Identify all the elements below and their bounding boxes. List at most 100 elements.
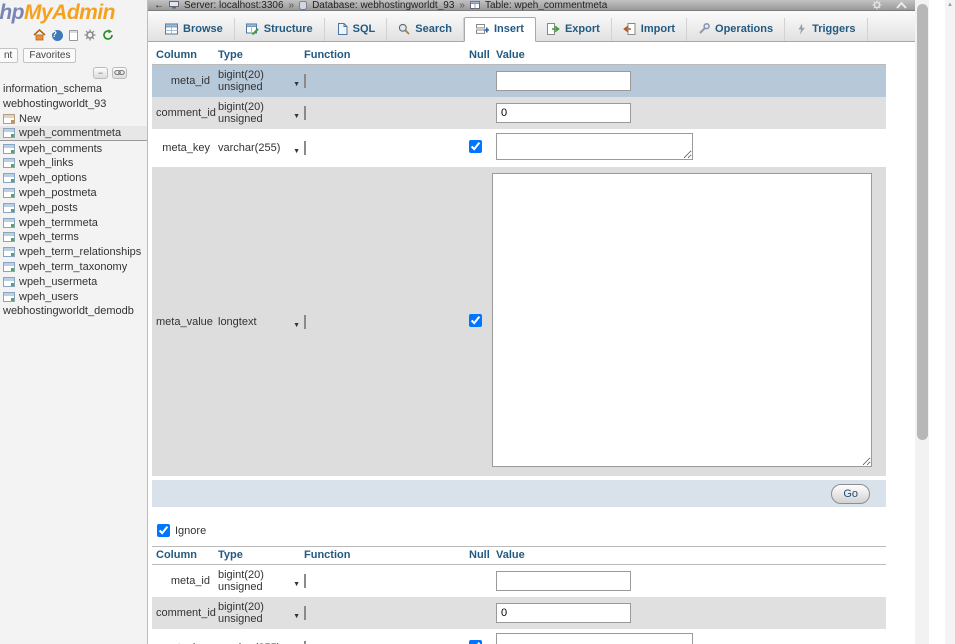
column-type: varchar(255) bbox=[214, 629, 300, 644]
table-icon bbox=[3, 261, 15, 272]
sidebar-item-wpeh-commentmeta[interactable]: wpeh_commentmeta bbox=[0, 126, 147, 142]
tab-operations[interactable]: Operations bbox=[687, 18, 786, 41]
page-settings-gear-icon[interactable] bbox=[872, 0, 882, 10]
null-header: Null bbox=[465, 47, 492, 65]
home-icon[interactable] bbox=[33, 29, 46, 41]
table-icon bbox=[3, 276, 15, 287]
value-textarea-meta-value[interactable] bbox=[492, 173, 872, 467]
settings-icon[interactable] bbox=[84, 29, 96, 41]
sidebar-item-webhostingworldt-demodb[interactable]: webhostingworldt_demodb bbox=[3, 305, 134, 318]
column-name: comment_id bbox=[156, 107, 216, 119]
favorites-tab[interactable]: Favorites bbox=[23, 48, 77, 63]
function-select[interactable]: ▼ bbox=[293, 314, 306, 329]
help-icon[interactable]: ? bbox=[52, 29, 63, 41]
value-input-comment-id[interactable] bbox=[496, 103, 631, 123]
breadcrumb-database[interactable]: Database: webhostingworldt_93 bbox=[312, 0, 455, 11]
sidebar-item-wpeh-term-taxonomy[interactable]: wpeh_term_taxonomy bbox=[0, 260, 147, 275]
recent-tab[interactable]: nt bbox=[0, 48, 19, 63]
insert-table-2: Column Type Function Null Value meta_id … bbox=[152, 546, 886, 644]
column-type: bigint(20) unsigned bbox=[218, 101, 264, 125]
sidebar-item-wpeh-posts[interactable]: wpeh_posts bbox=[0, 200, 147, 215]
sidebar-item-wpeh-postmeta[interactable]: wpeh_postmeta bbox=[0, 186, 147, 201]
import-icon bbox=[622, 23, 636, 35]
value-input-meta-id[interactable] bbox=[496, 571, 631, 591]
value-input-meta-id[interactable] bbox=[496, 71, 631, 91]
row-comment-id: comment_id bigint(20) unsigned ▼ bbox=[152, 597, 886, 629]
null-checkbox[interactable] bbox=[469, 640, 482, 644]
column-type: bigint(20) unsigned bbox=[218, 569, 264, 593]
collapse-panel-icon[interactable] bbox=[896, 1, 907, 9]
collapse-all-icon[interactable]: − bbox=[93, 67, 108, 79]
sidebar-item-wpeh-usermeta[interactable]: wpeh_usermeta bbox=[0, 274, 147, 289]
tab-triggers[interactable]: Triggers bbox=[785, 18, 868, 41]
table-icon bbox=[3, 173, 15, 184]
table-icon bbox=[3, 143, 15, 154]
navigation-sidebar: phpMyAdmin ? nt Favorites − information_… bbox=[0, 0, 148, 644]
content-scrollbar-thumb[interactable] bbox=[916, 4, 928, 440]
main-panel: ← Server: localhost:3306 » Database: web… bbox=[148, 0, 929, 644]
tab-import[interactable]: Import bbox=[612, 18, 688, 41]
breadcrumb: ← Server: localhost:3306 » Database: web… bbox=[148, 0, 915, 11]
column-type: varchar(255) bbox=[218, 142, 281, 154]
function-select[interactable]: ▼ bbox=[293, 574, 306, 588]
insert-icon bbox=[475, 24, 489, 34]
sidebar-item-webhostingworldt-93[interactable]: webhostingworldt_93 bbox=[3, 98, 107, 111]
row-meta-id: meta_id bigint(20) unsigned ▼ bbox=[152, 564, 886, 597]
chevron-down-icon: ▼ bbox=[293, 113, 300, 120]
null-checkbox[interactable] bbox=[469, 140, 482, 153]
tab-browse[interactable]: Browse bbox=[154, 18, 235, 41]
sidebar-item-wpeh-comments[interactable]: wpeh_comments bbox=[0, 141, 147, 156]
tab-export[interactable]: Export bbox=[536, 18, 612, 41]
content-scrollbar[interactable] bbox=[915, 0, 929, 644]
value-input-comment-id[interactable] bbox=[496, 603, 631, 623]
ignore-checkbox[interactable] bbox=[157, 524, 170, 537]
column-type: bigint(20) unsigned bbox=[218, 601, 264, 625]
structure-icon bbox=[245, 23, 259, 35]
window-scrollbar[interactable]: ▲ bbox=[945, 0, 955, 644]
scroll-up-arrow-icon[interactable]: ▲ bbox=[947, 2, 953, 8]
type-header: Type bbox=[214, 546, 300, 565]
tab-search[interactable]: Search bbox=[387, 18, 464, 41]
tab-sql[interactable]: SQL bbox=[325, 18, 388, 41]
sidebar-item-wpeh-termmeta[interactable]: wpeh_termmeta bbox=[0, 215, 147, 230]
column-name: meta_value bbox=[156, 315, 213, 328]
row-meta-key: meta_key varchar(255) ▼ bbox=[152, 129, 886, 167]
sidebar-item-wpeh-term-relationships[interactable]: wpeh_term_relationships bbox=[0, 245, 147, 260]
function-select[interactable]: ▼ bbox=[293, 74, 306, 88]
function-select[interactable]: ▼ bbox=[293, 106, 306, 120]
function-header: Function bbox=[300, 546, 465, 565]
go-button[interactable]: Go bbox=[831, 483, 870, 504]
column-header: Column bbox=[152, 546, 214, 565]
function-select[interactable]: ▼ bbox=[293, 606, 306, 620]
search-icon bbox=[399, 23, 410, 35]
value-textarea-meta-key[interactable] bbox=[496, 133, 693, 160]
sidebar-item-wpeh-links[interactable]: wpeh_links bbox=[0, 156, 147, 171]
function-select[interactable]: ▼ bbox=[293, 141, 306, 155]
phpmyadmin-logo[interactable]: phpMyAdmin bbox=[0, 1, 115, 24]
row-meta-key: meta_key varchar(255) ▼ bbox=[152, 629, 886, 644]
sidebar-item-wpeh-options[interactable]: wpeh_options bbox=[0, 171, 147, 186]
new-table-icon bbox=[3, 113, 15, 124]
back-arrow-icon[interactable]: ← bbox=[154, 0, 164, 11]
value-textarea-meta-key[interactable] bbox=[496, 633, 693, 644]
table-tabs: Browse Structure SQL Search Insert Expor… bbox=[148, 11, 915, 42]
link-icon[interactable] bbox=[112, 67, 127, 79]
table-icon bbox=[3, 202, 15, 213]
row-meta-id: meta_id bigint(20) unsigned ▼ bbox=[152, 64, 886, 97]
null-checkbox[interactable] bbox=[469, 313, 482, 327]
breadcrumb-table[interactable]: Table: wpeh_commentmeta bbox=[484, 0, 608, 11]
sidebar-item-information-schema[interactable]: information_schema bbox=[3, 83, 103, 96]
function-select[interactable]: ▼ bbox=[304, 641, 306, 644]
triggers-icon bbox=[798, 23, 805, 35]
sidebar-item-new-table[interactable]: New bbox=[0, 112, 147, 127]
sidebar-item-wpeh-users[interactable]: wpeh_users bbox=[0, 289, 147, 304]
column-header: Column bbox=[152, 47, 214, 65]
refresh-icon[interactable] bbox=[102, 29, 114, 41]
breadcrumb-server[interactable]: Server: localhost:3306 bbox=[184, 0, 284, 11]
form-footer: Go bbox=[152, 480, 886, 507]
tab-structure[interactable]: Structure bbox=[235, 18, 325, 41]
sidebar-item-wpeh-terms[interactable]: wpeh_terms bbox=[0, 230, 147, 245]
tab-insert[interactable]: Insert bbox=[463, 17, 536, 42]
column-type: longtext bbox=[218, 315, 257, 328]
docs-icon[interactable] bbox=[69, 29, 78, 41]
